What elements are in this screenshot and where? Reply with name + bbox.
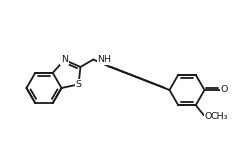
- Text: O: O: [205, 112, 212, 121]
- Text: NH: NH: [97, 55, 111, 64]
- Text: N: N: [61, 55, 68, 64]
- Text: S: S: [76, 80, 82, 89]
- Text: O: O: [220, 85, 228, 95]
- Text: CH₃: CH₃: [211, 112, 228, 121]
